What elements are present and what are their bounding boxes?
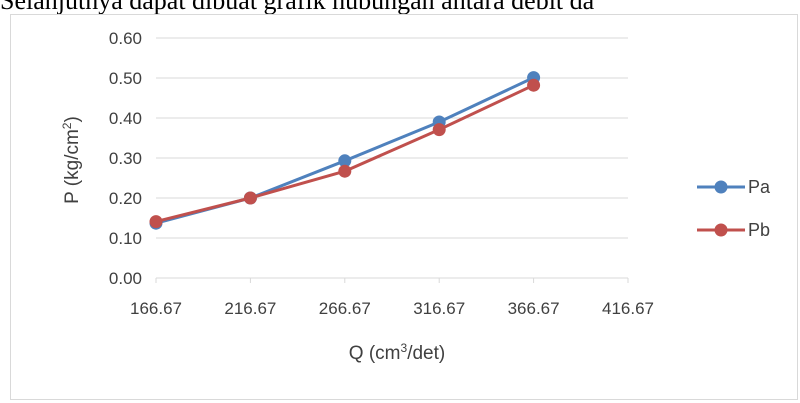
x-tick-label: 366.67 — [508, 299, 560, 318]
x-axis-title: Q (cm3/det) — [349, 341, 445, 364]
y-tick-label: 0.00 — [109, 269, 142, 288]
x-axis-ticks: 166.67 216.67 266.67 316.67 366.67 416.67 — [130, 278, 654, 318]
series-line-pa — [155, 76, 535, 225]
legend-marker-pa — [714, 180, 728, 194]
x-tick-label: 166.67 — [130, 299, 182, 318]
x-tick-label: 316.67 — [413, 299, 465, 318]
data-point-pb — [338, 164, 352, 178]
y-tick-label: 0.10 — [109, 229, 142, 248]
y-axis-title: P (kg/cm2) — [60, 116, 83, 204]
legend-label-pa: Pa — [748, 177, 771, 197]
y-tick-label: 0.50 — [109, 69, 142, 88]
caption-text: Selanjutnya dapat dibuat grafik hubungan… — [0, 0, 595, 15]
data-point-pb — [243, 191, 257, 205]
y-tick-label: 0.60 — [109, 29, 142, 48]
data-point-pb — [432, 123, 446, 137]
x-tick-label: 266.67 — [319, 299, 371, 318]
x-tick-label: 416.67 — [602, 299, 654, 318]
grid-lines — [156, 37, 628, 279]
chart-frame — [10, 14, 798, 400]
x-tick-label: 216.67 — [224, 299, 276, 318]
data-point-pb — [149, 215, 163, 229]
y-tick-label: 0.40 — [109, 109, 142, 128]
series-group — [149, 71, 541, 230]
legend-marker-pb — [714, 223, 728, 237]
y-axis-ticks: 0.00 0.10 0.20 0.30 0.40 0.50 0.60 — [109, 29, 142, 288]
legend-label-pb: Pb — [748, 220, 770, 240]
data-point-pb — [527, 78, 541, 92]
data-point-pa — [338, 154, 352, 168]
legend: Pa Pb — [697, 177, 771, 240]
y-tick-label: 0.20 — [109, 189, 142, 208]
y-tick-label: 0.30 — [109, 149, 142, 168]
